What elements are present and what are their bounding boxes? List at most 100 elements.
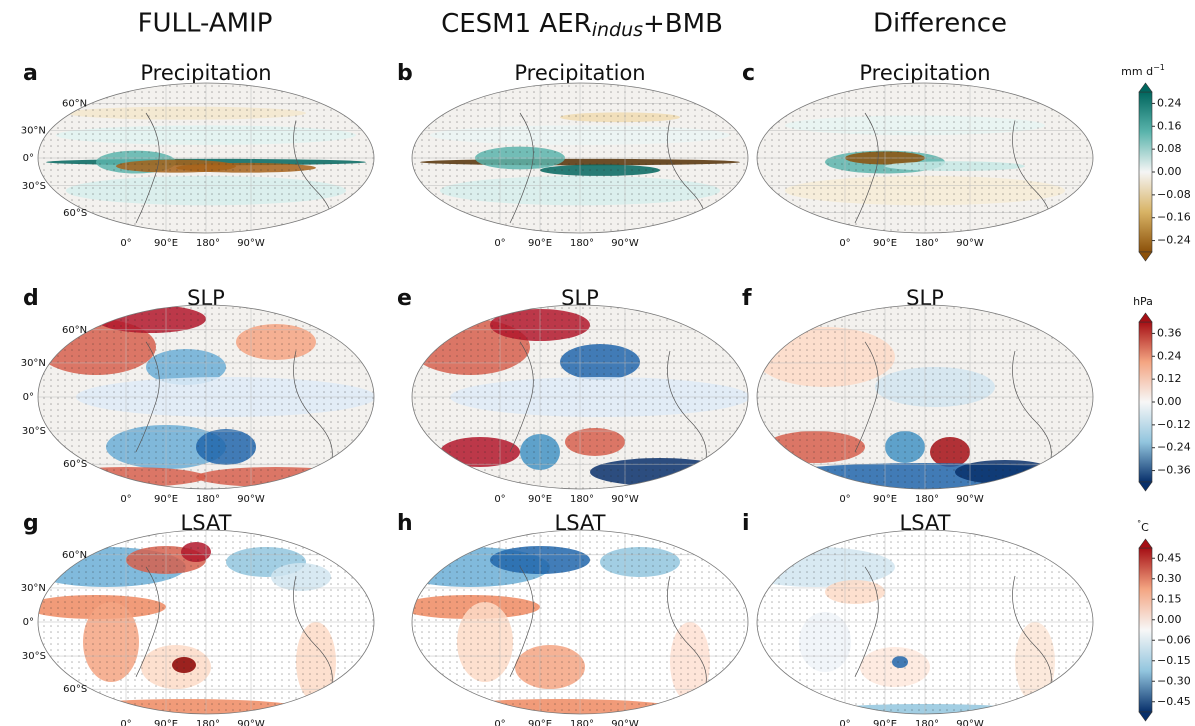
map-frame bbox=[756, 529, 1094, 715]
lat-label: 60°N bbox=[62, 550, 87, 561]
map bbox=[757, 305, 1093, 489]
panel-letter: i bbox=[742, 511, 750, 536]
lon-label: 0° bbox=[120, 494, 131, 505]
lon-label: 90°W bbox=[956, 238, 984, 249]
lon-label: 180° bbox=[570, 494, 594, 505]
map-frame bbox=[756, 304, 1094, 490]
lat-label: 60°S bbox=[63, 684, 87, 695]
lon-label: 0° bbox=[839, 494, 850, 505]
map bbox=[412, 83, 748, 233]
colorbar-tick-label: −0.45 bbox=[1157, 695, 1191, 708]
lon-label: 180° bbox=[570, 719, 594, 726]
lon-label: 0° bbox=[120, 719, 131, 726]
colorbar-tick-label: 0.15 bbox=[1157, 592, 1182, 605]
lat-label: 30°N bbox=[21, 125, 46, 136]
panel-letter: e bbox=[397, 286, 412, 311]
lat-label: 60°N bbox=[62, 325, 87, 336]
lat-label: 60°S bbox=[63, 459, 87, 470]
colorbar-extend bbox=[1138, 312, 1153, 323]
lon-label: 180° bbox=[915, 238, 939, 249]
unit-part: −1 bbox=[1153, 63, 1165, 72]
colorbar-extend bbox=[1138, 711, 1153, 722]
lon-label: 180° bbox=[196, 719, 220, 726]
map-frame bbox=[37, 529, 375, 715]
lon-label: 90°E bbox=[528, 719, 552, 726]
lon-label: 0° bbox=[494, 719, 505, 726]
colorbar-tick-label: 0.24 bbox=[1157, 349, 1182, 362]
colorbar-extend bbox=[1138, 251, 1153, 262]
colorbar-tick-label: −0.30 bbox=[1157, 674, 1191, 687]
colorbar-tick-label: 0.12 bbox=[1157, 372, 1182, 385]
lon-label: 0° bbox=[494, 494, 505, 505]
lon-label: 90°W bbox=[237, 719, 265, 726]
lon-label: 90°E bbox=[873, 494, 897, 505]
colorbar-tick-label: 0.30 bbox=[1157, 572, 1182, 585]
panel-letter: g bbox=[23, 511, 39, 536]
lat-label: 0° bbox=[23, 392, 34, 403]
lon-label: 0° bbox=[120, 238, 131, 249]
colorbar-tick-label: 0.08 bbox=[1157, 142, 1182, 155]
colorbar-unit: hPa bbox=[1133, 295, 1153, 308]
colorbar-tick-label: 0.16 bbox=[1157, 119, 1182, 132]
title-part: +BMB bbox=[643, 9, 723, 39]
lat-label: 30°S bbox=[22, 651, 46, 662]
colorbar-tick-label: 0.00 bbox=[1157, 395, 1182, 408]
lon-label: 90°E bbox=[528, 494, 552, 505]
map-frame bbox=[37, 82, 375, 234]
lon-label: 90°E bbox=[873, 719, 897, 726]
colorbar-tick-label: −0.16 bbox=[1157, 211, 1191, 224]
column-title: CESM1 AERindus+BMB bbox=[441, 9, 723, 41]
unit-part: ° bbox=[1137, 519, 1141, 528]
panel-title: Precipitation bbox=[514, 61, 645, 85]
panel-letter: b bbox=[397, 61, 413, 86]
column-title: Difference bbox=[873, 9, 1007, 39]
lon-label: 90°W bbox=[956, 494, 984, 505]
map bbox=[757, 83, 1093, 233]
lon-label: 180° bbox=[915, 719, 939, 726]
unit-part: hPa bbox=[1133, 295, 1153, 308]
map bbox=[38, 530, 374, 714]
colorbar-tick-label: 0.00 bbox=[1157, 165, 1182, 178]
colorbar bbox=[1138, 547, 1153, 713]
unit-part: mm d bbox=[1121, 65, 1153, 78]
title-part: CESM1 AER bbox=[441, 9, 592, 39]
colorbar-tick-label: 0.24 bbox=[1157, 96, 1182, 109]
panel-letter: a bbox=[23, 61, 38, 86]
lat-label: 30°N bbox=[21, 583, 46, 594]
lon-label: 0° bbox=[494, 238, 505, 249]
lon-label: 180° bbox=[196, 238, 220, 249]
colorbar-extend bbox=[1138, 481, 1153, 492]
colorbar-tick-label: −0.12 bbox=[1157, 418, 1191, 431]
colorbar-tick-label: −0.08 bbox=[1157, 188, 1191, 201]
colorbar-extend bbox=[1138, 538, 1153, 549]
map bbox=[38, 83, 374, 233]
lon-label: 90°E bbox=[154, 719, 178, 726]
map-frame bbox=[411, 304, 749, 490]
column-title: FULL-AMIP bbox=[138, 9, 273, 39]
lon-label: 90°E bbox=[154, 238, 178, 249]
panel-title: Precipitation bbox=[859, 61, 990, 85]
lat-label: 60°N bbox=[62, 98, 87, 109]
map bbox=[757, 530, 1093, 714]
lon-label: 90°W bbox=[237, 494, 265, 505]
lon-label: 180° bbox=[196, 494, 220, 505]
lon-label: 0° bbox=[839, 238, 850, 249]
lat-label: 60°S bbox=[63, 208, 87, 219]
colorbar-tick-label: −0.15 bbox=[1157, 654, 1191, 667]
panel-letter: f bbox=[742, 286, 752, 311]
colorbar-tick-label: 0.00 bbox=[1157, 613, 1182, 626]
lon-label: 180° bbox=[570, 238, 594, 249]
lon-label: 180° bbox=[915, 494, 939, 505]
lon-label: 90°E bbox=[154, 494, 178, 505]
colorbar bbox=[1138, 91, 1153, 253]
colorbar-tick-label: −0.24 bbox=[1157, 234, 1191, 247]
colorbar-unit: °C bbox=[1137, 519, 1149, 535]
lon-label: 90°W bbox=[956, 719, 984, 726]
lon-label: 90°W bbox=[237, 238, 265, 249]
lat-label: 30°S bbox=[22, 426, 46, 437]
panel-letter: c bbox=[742, 61, 755, 86]
lat-label: 30°S bbox=[22, 181, 46, 192]
lat-label: 0° bbox=[23, 617, 34, 628]
map-frame bbox=[37, 304, 375, 490]
